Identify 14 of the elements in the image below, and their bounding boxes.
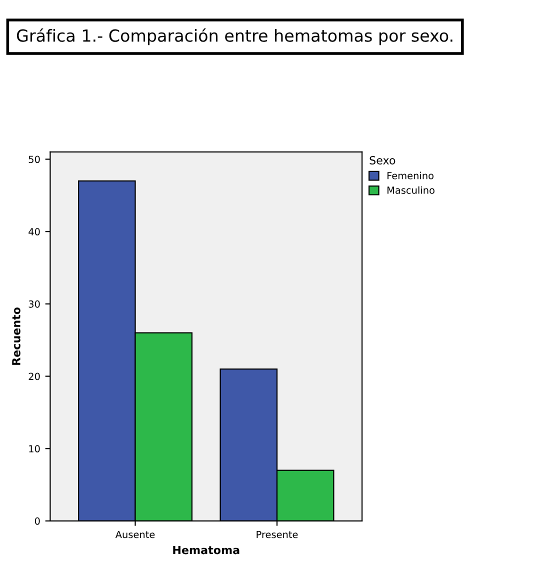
y-tick-label: 20 <box>28 372 40 380</box>
legend-title: Sexo <box>370 156 396 164</box>
y-tick-label: 30 <box>28 300 40 308</box>
y-tick-label: 10 <box>29 445 40 452</box>
x-axis-title: Hematoma <box>173 546 240 554</box>
y-axis-title: Recuento <box>12 307 20 365</box>
y-tick-label: 0 <box>34 517 40 525</box>
y-tick-label: 50 <box>28 156 40 164</box>
legend-label: Masculino <box>388 186 434 194</box>
y-tick-label: 40 <box>28 228 40 236</box>
x-tick-label: Ausente <box>115 530 155 538</box>
x-tick-label: Presente <box>256 530 298 538</box>
legend-label: Femenino <box>388 172 434 180</box>
chart-title: Gráfica 1.- Comparación entre hematomas por sexo. <box>16 28 452 46</box>
